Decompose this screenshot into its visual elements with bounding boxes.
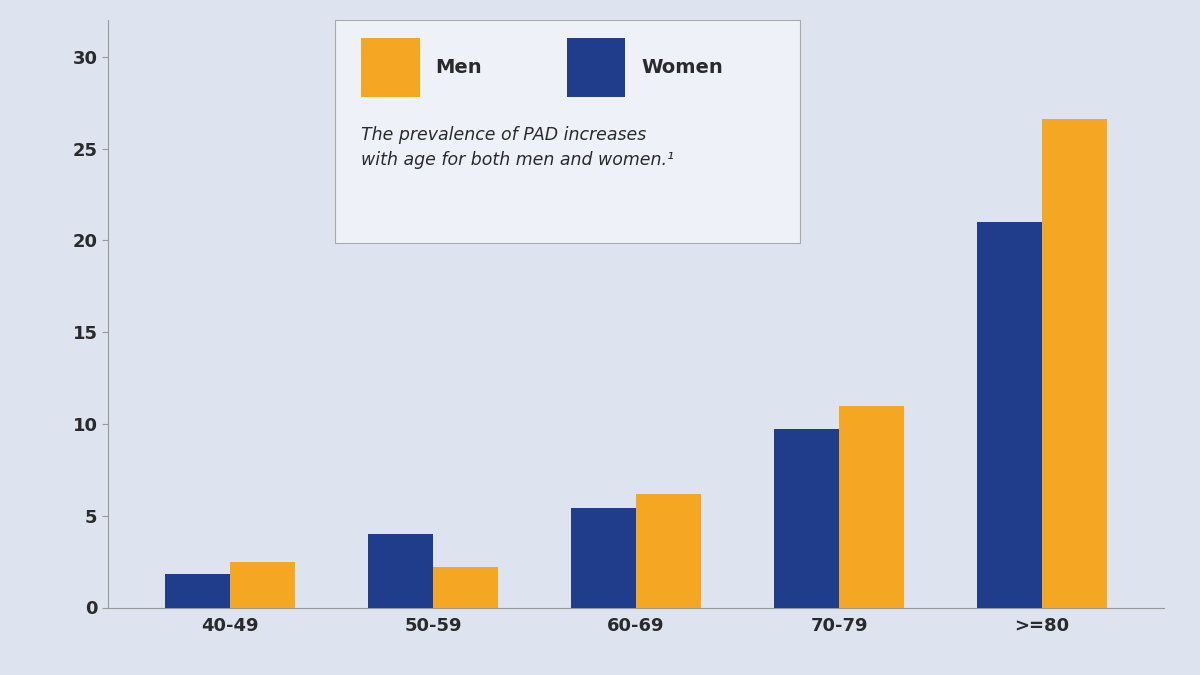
FancyBboxPatch shape <box>568 38 625 97</box>
Bar <box>433 567 498 608</box>
Bar <box>571 508 636 608</box>
Text: The prevalence of PAD increases
with age for both men and women.¹: The prevalence of PAD increases with age… <box>361 126 674 169</box>
Text: Women: Women <box>641 58 724 77</box>
Bar <box>368 534 433 608</box>
Bar <box>977 222 1042 608</box>
Bar <box>230 562 295 608</box>
Text: Men: Men <box>436 58 482 77</box>
FancyBboxPatch shape <box>361 38 420 97</box>
Bar <box>839 406 904 608</box>
Bar <box>774 429 839 608</box>
Bar <box>1042 119 1108 608</box>
Bar <box>636 493 701 608</box>
FancyBboxPatch shape <box>335 20 799 244</box>
Bar <box>164 574 230 608</box>
